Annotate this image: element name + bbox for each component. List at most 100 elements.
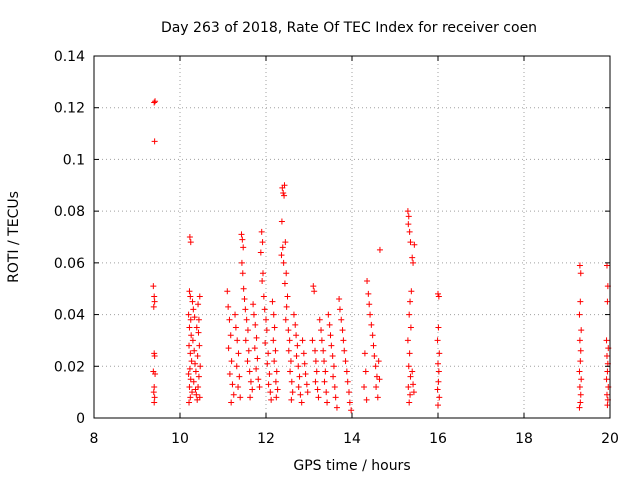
data-point <box>339 327 346 334</box>
data-point <box>189 298 196 305</box>
data-point <box>228 399 235 406</box>
data-point <box>329 352 336 359</box>
data-point <box>604 402 611 409</box>
data-point <box>195 301 202 308</box>
data-point <box>332 394 339 401</box>
data-point <box>196 293 203 300</box>
data-point <box>330 373 337 380</box>
data-point <box>314 386 321 393</box>
data-point <box>195 329 202 336</box>
data-point <box>187 376 194 383</box>
data-point <box>323 389 330 396</box>
data-point <box>239 236 246 243</box>
data-point <box>603 376 610 383</box>
data-point <box>302 371 309 378</box>
data-point <box>251 345 258 352</box>
data-point <box>304 389 311 396</box>
data-point <box>234 337 241 344</box>
data-point <box>603 337 610 344</box>
data-point <box>294 342 301 349</box>
data-point <box>604 368 611 375</box>
data-point <box>435 378 442 385</box>
x-tick-label: 8 <box>90 431 99 447</box>
data-point <box>344 378 351 385</box>
data-point <box>297 391 304 398</box>
data-point <box>345 389 352 396</box>
data-point <box>242 306 249 313</box>
data-point <box>226 371 233 378</box>
data-point <box>152 371 159 378</box>
data-point <box>322 368 329 375</box>
data-point <box>318 337 325 344</box>
data-point <box>280 259 287 266</box>
data-point <box>259 270 266 277</box>
data-point <box>292 321 299 328</box>
data-point <box>348 407 355 414</box>
data-point <box>189 337 196 344</box>
data-point <box>409 368 416 375</box>
data-point <box>151 99 158 106</box>
data-point <box>192 360 199 367</box>
data-point <box>371 352 378 359</box>
x-tick-label: 20 <box>601 431 619 447</box>
data-point <box>230 391 237 398</box>
data-point <box>603 262 610 269</box>
data-point <box>604 298 611 305</box>
data-point <box>312 347 319 354</box>
data-point <box>410 381 417 388</box>
data-point <box>603 352 610 359</box>
data-point <box>246 368 253 375</box>
data-point <box>435 293 442 300</box>
data-point <box>343 368 350 375</box>
data-point <box>224 288 231 295</box>
data-point <box>578 327 585 334</box>
data-point <box>336 296 343 303</box>
data-point <box>410 259 417 266</box>
data-point <box>272 347 279 354</box>
data-point <box>190 378 197 385</box>
data-point <box>280 190 287 197</box>
data-point <box>229 381 236 388</box>
data-point <box>411 241 418 248</box>
data-point <box>191 314 198 321</box>
data-point <box>576 383 583 390</box>
data-point <box>333 404 340 411</box>
data-point <box>404 208 411 215</box>
data-point <box>405 213 412 220</box>
data-point <box>312 358 319 365</box>
data-point <box>300 350 307 357</box>
data-point <box>368 321 375 328</box>
data-point <box>195 383 202 390</box>
data-point <box>577 391 584 398</box>
y-tick-label: 0.08 <box>54 204 85 220</box>
data-point <box>293 332 300 339</box>
data-point <box>324 399 331 406</box>
data-point <box>227 332 234 339</box>
data-point <box>369 332 376 339</box>
data-point <box>374 394 381 401</box>
data-point <box>263 316 269 323</box>
data-point <box>256 383 263 390</box>
data-point <box>434 337 441 344</box>
data-point <box>298 399 305 406</box>
data-point <box>244 358 251 365</box>
data-point <box>435 402 441 409</box>
data-point <box>252 321 259 328</box>
x-tick-label: 10 <box>171 431 189 447</box>
y-tick-label: 0.1 <box>63 152 85 168</box>
data-point <box>244 327 251 334</box>
data-point <box>273 394 280 401</box>
y-tick-label: 0.04 <box>54 308 85 324</box>
data-point <box>376 376 383 383</box>
data-point <box>242 337 249 344</box>
data-point <box>264 360 271 367</box>
data-point <box>225 345 232 352</box>
y-tick-labels: 0 0.02 0.04 0.06 0.08 0.1 0.12 0.14 <box>54 49 85 427</box>
data-point <box>288 378 295 385</box>
data-point <box>150 389 157 396</box>
data-point <box>263 327 270 334</box>
data-point <box>328 342 335 349</box>
data-point <box>363 396 370 403</box>
data-point <box>578 376 585 383</box>
data-point <box>267 389 274 396</box>
